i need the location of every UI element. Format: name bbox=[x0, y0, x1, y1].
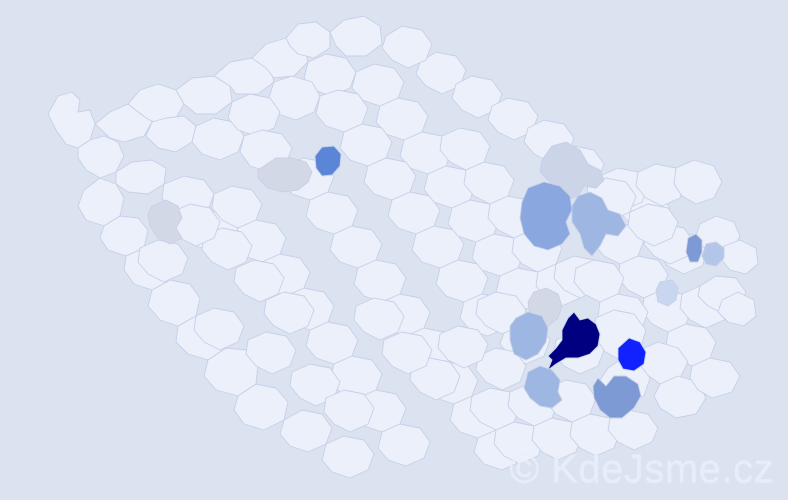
district-base[interactable] bbox=[409, 357, 461, 401]
district-base[interactable] bbox=[653, 375, 707, 419]
district-base[interactable] bbox=[263, 291, 315, 335]
district-base[interactable] bbox=[569, 413, 621, 457]
district-base[interactable] bbox=[227, 93, 281, 137]
district-base[interactable] bbox=[717, 291, 757, 327]
district-highlight-east-small-pale[interactable] bbox=[655, 279, 679, 307]
district-base[interactable] bbox=[191, 117, 245, 161]
district-highlight-central-moravia-blue[interactable] bbox=[509, 311, 549, 361]
district-base[interactable] bbox=[607, 409, 659, 451]
district-highlight-east-pale[interactable] bbox=[701, 241, 725, 267]
district-base[interactable] bbox=[47, 91, 96, 149]
district-base[interactable] bbox=[721, 239, 759, 275]
highlighted-district-layer bbox=[147, 141, 725, 419]
district-base[interactable] bbox=[381, 25, 433, 69]
district-base[interactable] bbox=[245, 331, 297, 375]
district-highlight-north-central-blue[interactable] bbox=[314, 145, 342, 177]
district-highlight-southwest-moravia-blue[interactable] bbox=[523, 365, 563, 409]
district-highlight-north-central-grey[interactable] bbox=[257, 157, 313, 193]
district-base[interactable] bbox=[475, 347, 527, 391]
district-base[interactable] bbox=[377, 423, 431, 467]
district-base[interactable] bbox=[329, 15, 383, 57]
district-highlight-west-grey[interactable] bbox=[147, 199, 183, 245]
district-base[interactable] bbox=[77, 135, 125, 179]
district-base[interactable] bbox=[493, 421, 545, 465]
district-highlight-navy-max[interactable] bbox=[547, 311, 601, 371]
district-highlight-northeast-blue-east[interactable] bbox=[571, 191, 627, 257]
district-base[interactable] bbox=[201, 227, 253, 271]
district-highlight-east-sliver[interactable] bbox=[685, 233, 703, 263]
district-base[interactable] bbox=[323, 389, 375, 433]
district-base[interactable] bbox=[233, 259, 285, 303]
district-highlight-northeast-blue-west[interactable] bbox=[519, 181, 573, 251]
district-highlight-bright-blue[interactable] bbox=[617, 337, 647, 372]
district-base[interactable] bbox=[321, 435, 375, 479]
district-base[interactable] bbox=[285, 21, 331, 59]
district-base[interactable] bbox=[353, 297, 405, 341]
district-base[interactable] bbox=[689, 357, 741, 399]
district-highlight-southeast-moravia-blue[interactable] bbox=[592, 375, 642, 419]
district-base[interactable] bbox=[381, 331, 433, 375]
district-base[interactable] bbox=[437, 325, 489, 369]
district-base[interactable] bbox=[193, 307, 245, 351]
district-base[interactable] bbox=[673, 159, 723, 205]
district-base[interactable] bbox=[627, 203, 679, 247]
district-base[interactable] bbox=[635, 163, 687, 207]
district-base[interactable] bbox=[531, 417, 583, 461]
district-base[interactable] bbox=[469, 387, 521, 431]
